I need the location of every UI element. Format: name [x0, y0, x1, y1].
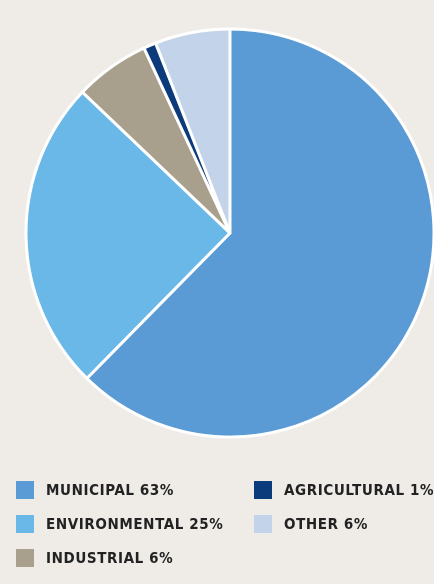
- legend-swatch-other: [254, 515, 272, 533]
- pie-slice-other: [154, 27, 232, 235]
- pie-chart: [24, 27, 434, 439]
- legend-label-agricultural: AGRICULTURAL 1%: [284, 481, 434, 499]
- legend-swatch-environmental: [16, 515, 34, 533]
- legend-swatch-agricultural: [254, 481, 272, 499]
- legend-swatch-industrial: [16, 549, 34, 567]
- pie-slice-municipal: [85, 27, 434, 439]
- legend-item-municipal: MUNICIPAL 63%: [16, 478, 174, 502]
- legend-item-industrial: INDUSTRIAL 6%: [16, 546, 173, 570]
- legend: MUNICIPAL 63% ENVIRONMENTAL 25% INDUSTRI…: [16, 478, 434, 578]
- legend-item-environmental: ENVIRONMENTAL 25%: [16, 512, 223, 536]
- legend-swatch-municipal: [16, 481, 34, 499]
- legend-label-municipal: MUNICIPAL 63%: [46, 481, 174, 499]
- legend-item-agricultural: AGRICULTURAL 1%: [254, 478, 434, 502]
- pie-slice-environmental: [24, 90, 232, 380]
- legend-label-other: OTHER 6%: [284, 515, 368, 533]
- legend-label-industrial: INDUSTRIAL 6%: [46, 549, 174, 567]
- legend-item-other: OTHER 6%: [254, 512, 368, 536]
- legend-label-environmental: ENVIRONMENTAL 25%: [46, 515, 224, 533]
